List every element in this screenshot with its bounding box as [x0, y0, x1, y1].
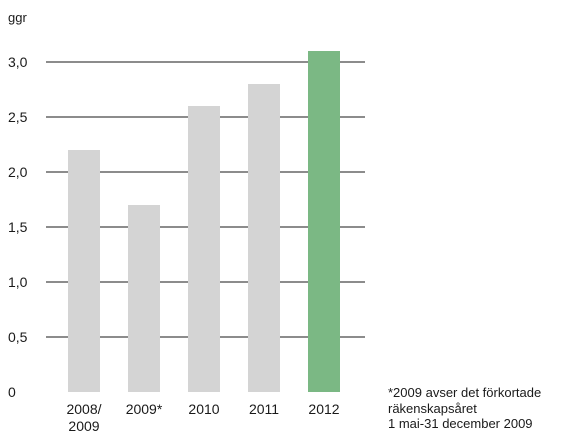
y-tick-label: 2,0 — [8, 164, 28, 180]
x-tick-label: 2011 — [249, 401, 279, 417]
footnote: *2009 avser det förkortade räkenskapsåre… — [388, 385, 541, 432]
y-tick-label: 1,0 — [8, 274, 28, 290]
unit-label: ggr — [8, 10, 27, 25]
y-tick-label: 1,5 — [8, 219, 28, 235]
x-tick-label: 2009* — [126, 401, 163, 417]
bar — [128, 205, 160, 392]
y-tick-label: 2,5 — [8, 109, 28, 125]
bar — [188, 106, 220, 392]
y-tick-label: 0 — [8, 384, 16, 400]
footnote-line: 1 mai-31 december 2009 — [388, 416, 533, 431]
x-tick-label: 2010 — [188, 401, 219, 417]
y-tick-label: 3,0 — [8, 54, 28, 70]
x-tick-label: 2012 — [308, 401, 339, 417]
bar — [248, 84, 280, 392]
footnote-line: *2009 avser det förkortade — [388, 385, 542, 400]
bar — [308, 51, 340, 392]
bar — [68, 150, 100, 392]
y-tick-label: 0,5 — [8, 329, 28, 345]
footnote-line: räkenskapsåret — [388, 400, 477, 416]
x-tick-label: 2008/2009 — [66, 401, 101, 434]
